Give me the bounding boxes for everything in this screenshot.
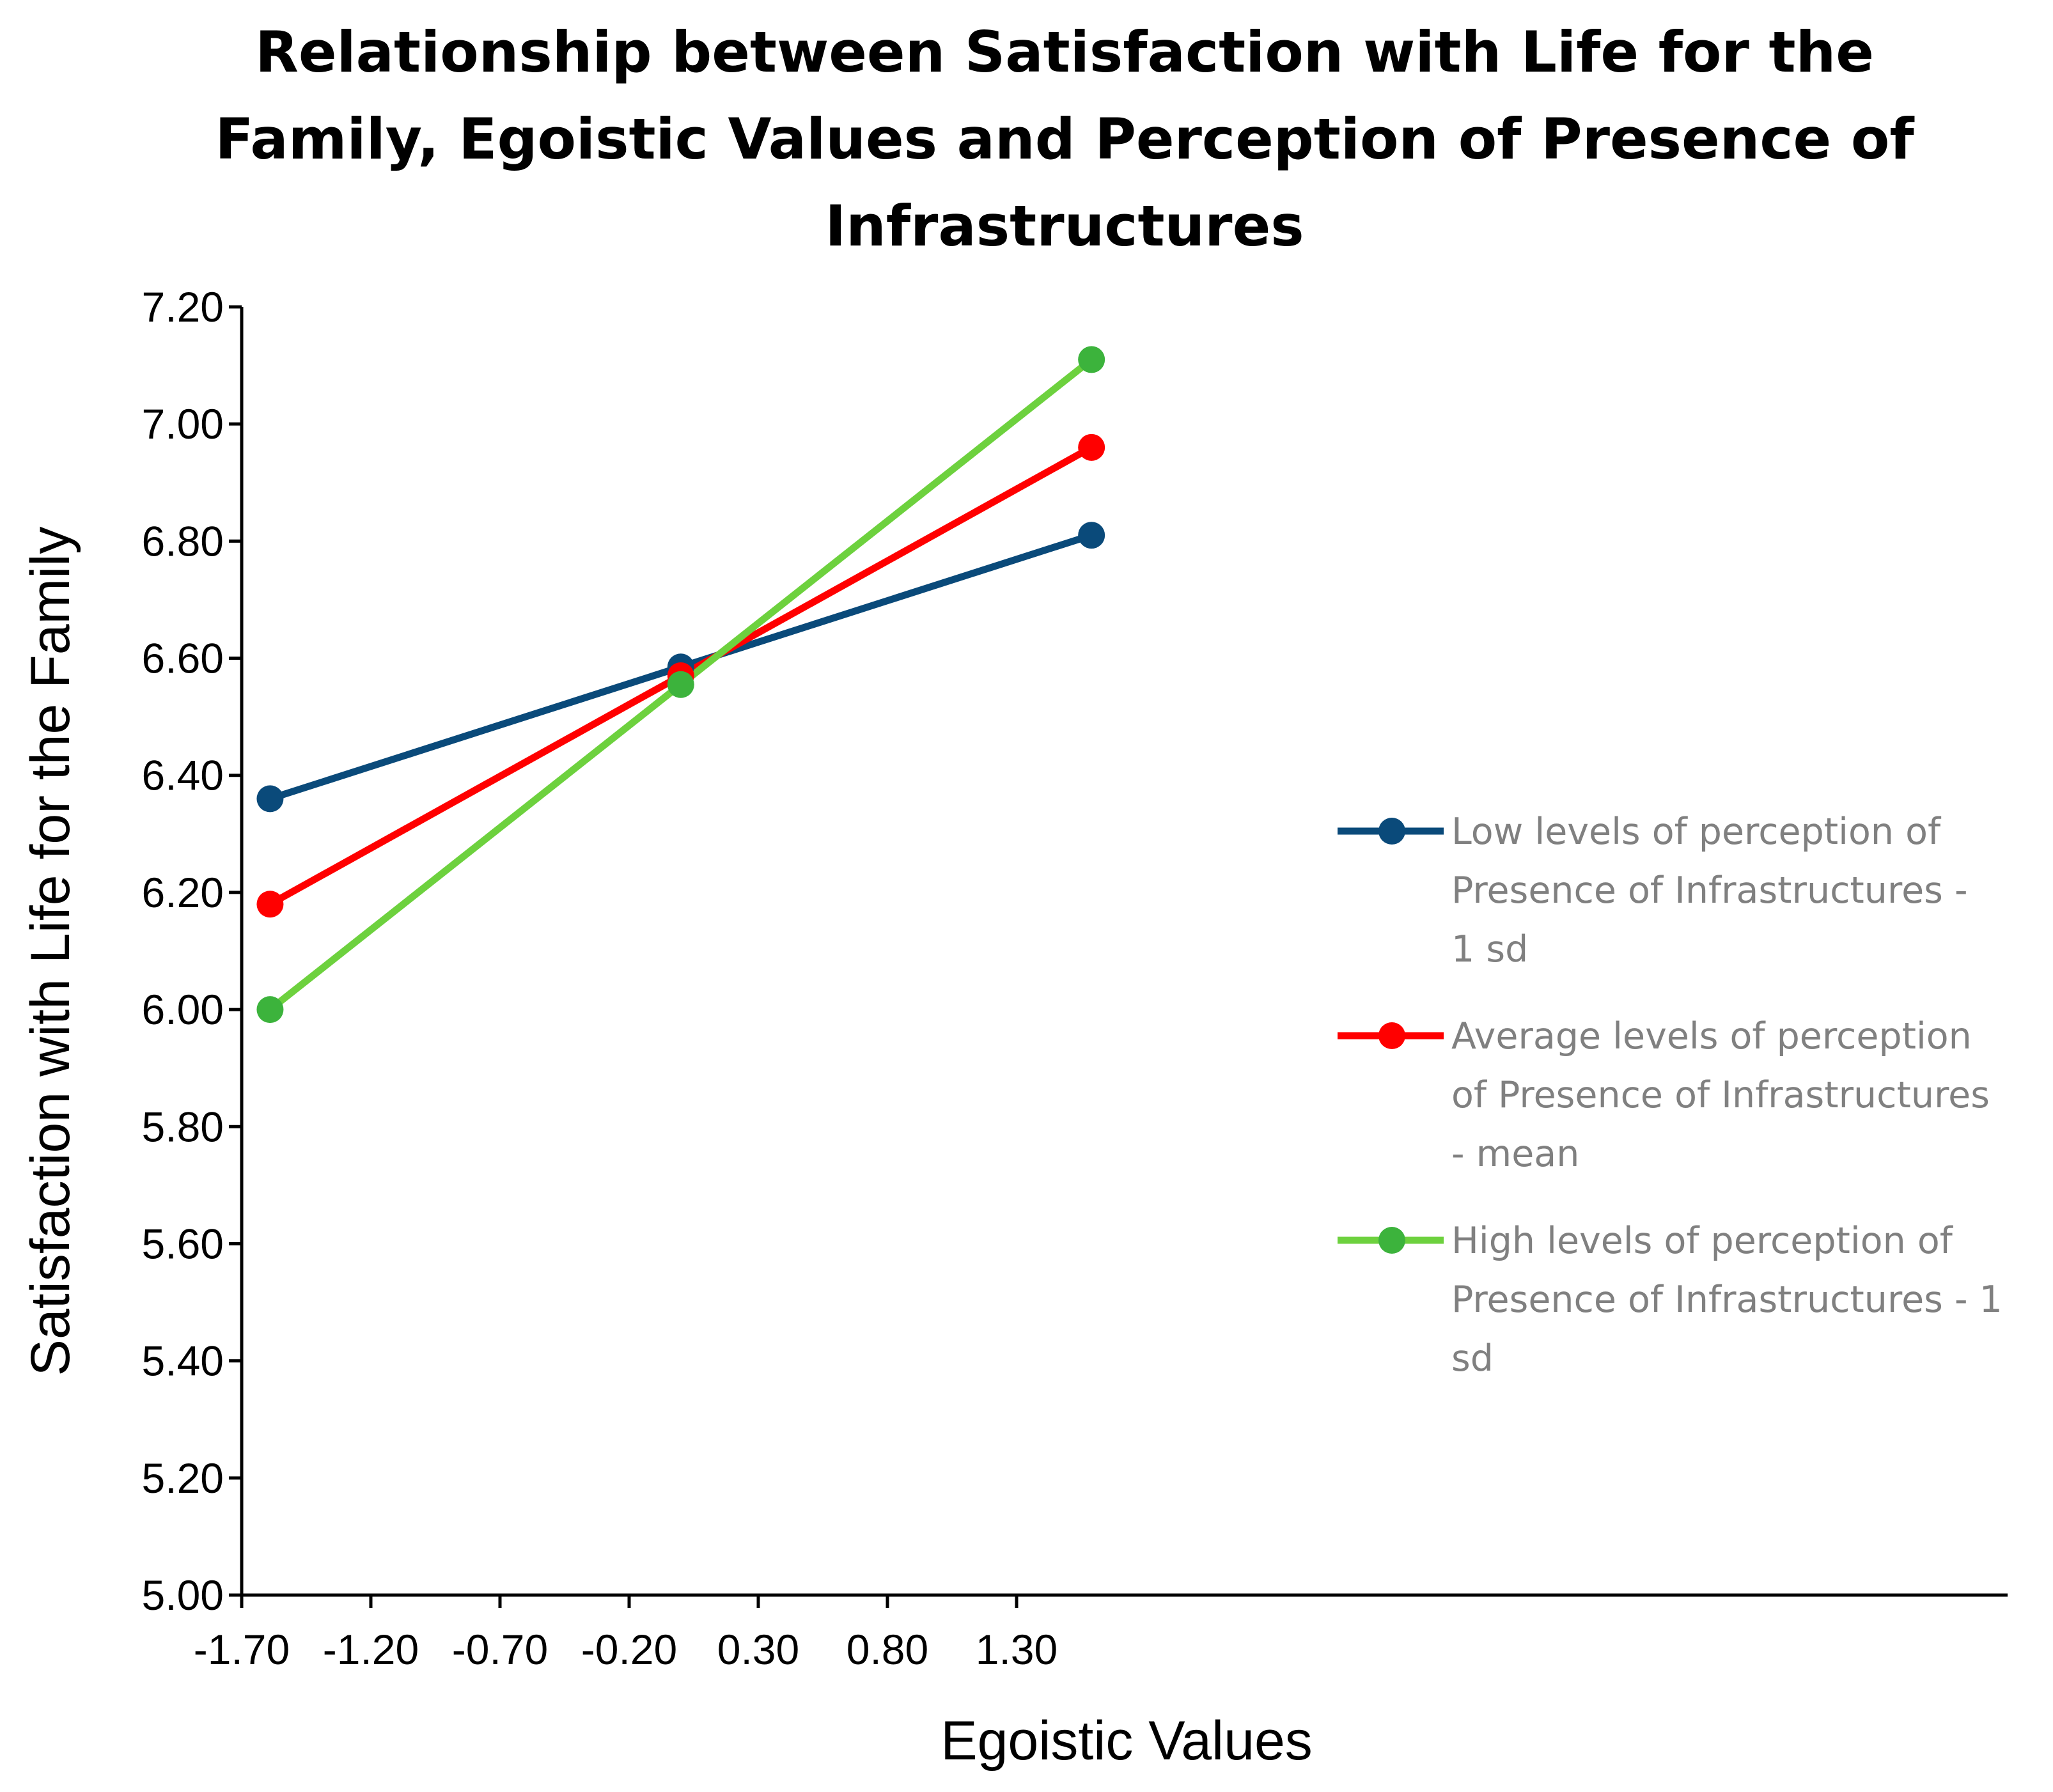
x-tick-label: 1.30 (976, 1626, 1058, 1673)
legend-label-1: Presence of Infrastructures - (1451, 869, 1968, 912)
legend: Low levels of perception of Presence of I… (1338, 811, 2002, 1380)
legend-label-2: - mean (1451, 1133, 1579, 1175)
series-markers (256, 346, 1105, 1024)
y-tick-label: 6.80 (142, 517, 224, 565)
x-tick-label: -1.20 (323, 1626, 419, 1673)
y-tick-label: 5.80 (142, 1103, 224, 1150)
y-tick-label: 6.00 (142, 986, 224, 1033)
series-1-point (1078, 522, 1105, 549)
axes (240, 307, 2008, 1597)
y-tick-label: 6.40 (142, 752, 224, 799)
series-3-point (256, 996, 284, 1024)
x-axis-label: Egoistic Values (941, 1710, 1313, 1772)
y-ticks: 7.20 7.00 6.80 6.60 6.40 6.20 6.00 5.80 5.60 5.40… (142, 283, 242, 1619)
chart-title-line-3: Infrastructures (825, 193, 1304, 259)
x-tick-label: 0.80 (847, 1626, 928, 1673)
y-tick-label: 5.40 (142, 1337, 224, 1385)
series-3-point (1078, 346, 1105, 373)
legend-label-3: Presence of Infrastructures - 1 (1451, 1279, 2002, 1321)
chart-title-line-1: Relationship between Satisfaction with L… (255, 19, 1874, 85)
y-axis-label: Satisfaction with Life for the Family (20, 527, 81, 1376)
y-tick-label: 6.20 (142, 869, 224, 916)
series-3-point (667, 671, 694, 698)
y-tick-label: 6.60 (142, 635, 224, 682)
y-tick-label: 5.20 (142, 1454, 224, 1502)
legend-marker-2 (1378, 1022, 1405, 1049)
series-1-point (256, 785, 284, 813)
x-tick-label: -0.20 (581, 1626, 677, 1673)
y-tick-label: 5.00 (142, 1571, 224, 1619)
chart-title-line-2: Family, Egoistic Values and Perception o… (215, 106, 1915, 172)
legend-marker-3 (1378, 1227, 1405, 1254)
series-2-point (256, 891, 284, 918)
x-tick-label: -1.70 (194, 1626, 290, 1673)
legend-label-3: sd (1451, 1337, 1494, 1380)
legend-label-1: Low levels of perception of (1451, 811, 1942, 853)
legend-label-2: of Presence of Infrastructures (1451, 1074, 1990, 1116)
y-tick-label: 5.60 (142, 1220, 224, 1267)
chart-title: Relationship between Satisfaction with L… (215, 19, 1915, 259)
legend-label-2: Average levels of perception (1451, 1015, 1972, 1057)
legend-label-3: High levels of perception of (1451, 1220, 1954, 1262)
y-tick-label: 7.00 (142, 400, 224, 448)
legend-marker-1 (1378, 818, 1405, 845)
series-2-point (1078, 433, 1105, 461)
y-tick-label: 7.20 (142, 283, 224, 331)
x-tick-label: -0.70 (452, 1626, 548, 1673)
x-ticks: -1.70 -1.20 -0.70 -0.20 0.30 0.80 1.30 (194, 1595, 1058, 1673)
legend-label-1: 1 sd (1451, 928, 1528, 970)
x-tick-label: 0.30 (717, 1626, 799, 1673)
